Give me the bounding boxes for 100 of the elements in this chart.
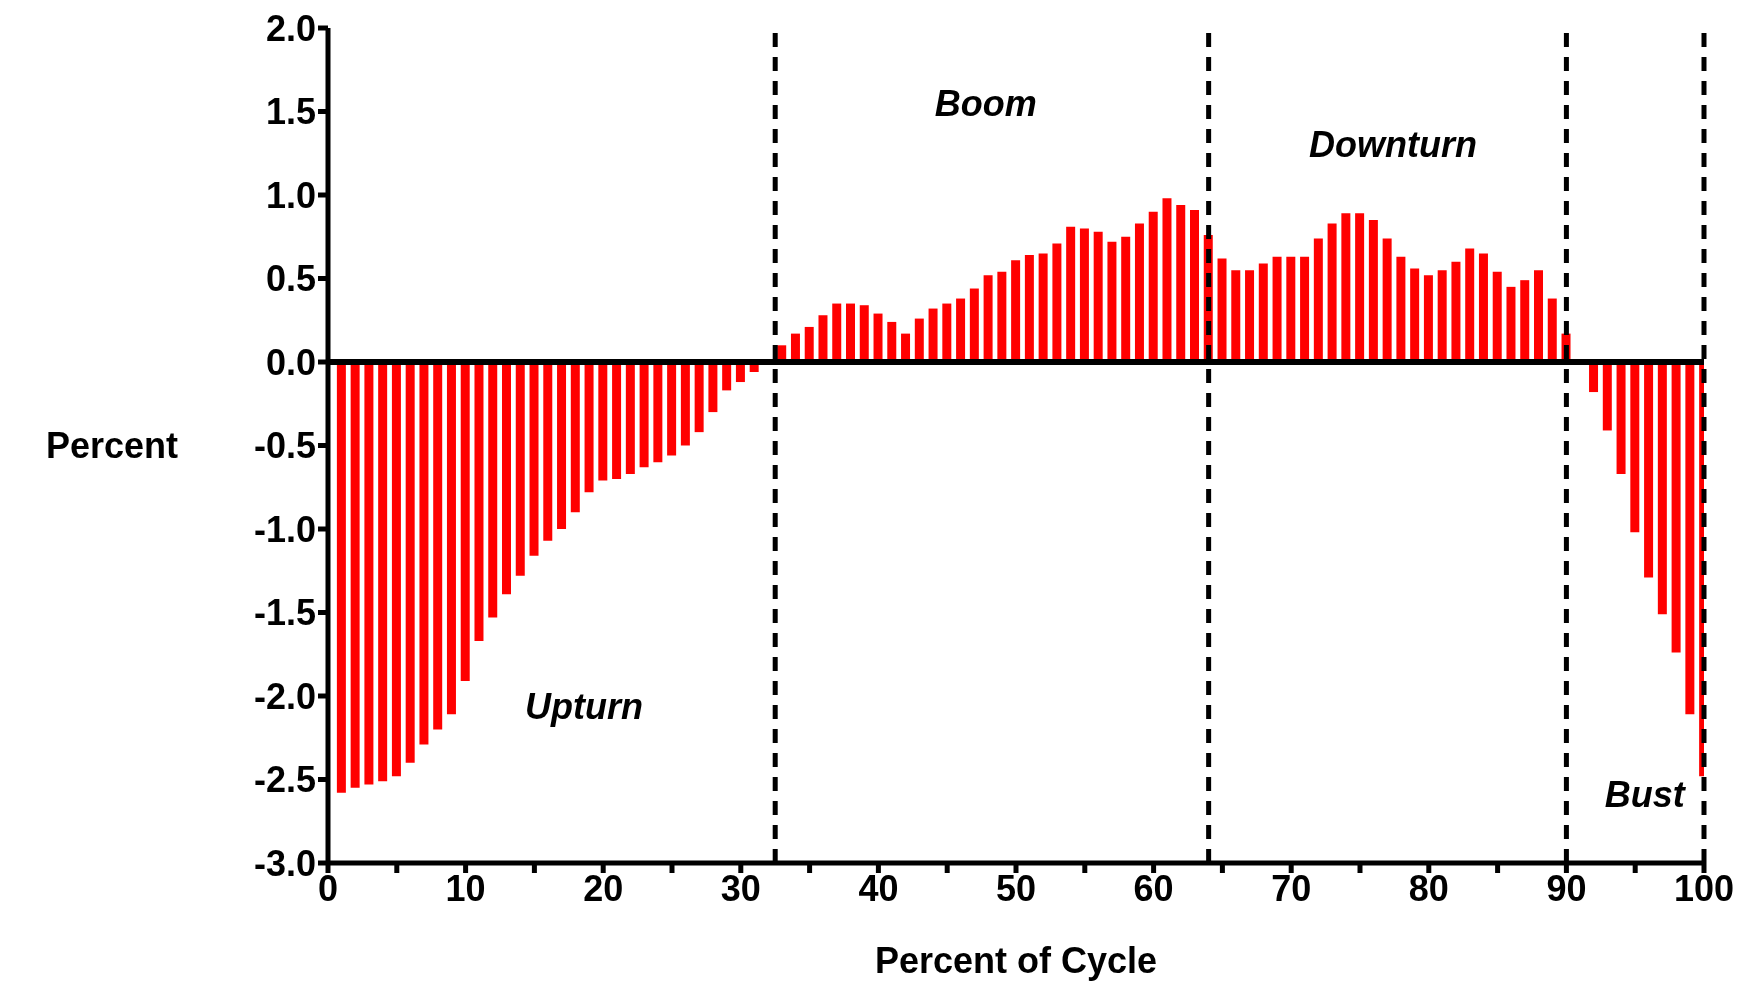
bar xyxy=(1492,271,1502,362)
bar xyxy=(1589,362,1599,393)
bar xyxy=(804,326,814,362)
bar xyxy=(928,308,938,362)
y-tick-label: -2.5 xyxy=(253,759,316,801)
bar xyxy=(1300,256,1310,362)
bar xyxy=(405,362,415,763)
bar xyxy=(1451,261,1461,362)
bar xyxy=(859,305,869,362)
x-tick-label: 100 xyxy=(1673,867,1735,909)
bar xyxy=(1630,362,1640,533)
y-tick-label: -2.0 xyxy=(253,675,316,717)
bar xyxy=(1148,211,1158,362)
bar xyxy=(378,362,388,782)
bar xyxy=(1024,255,1034,362)
annotation: Boom xyxy=(934,82,1037,124)
annotation: Upturn xyxy=(524,685,643,727)
bar xyxy=(1396,256,1406,362)
bar xyxy=(1520,280,1530,362)
bar xyxy=(1217,258,1227,362)
bar xyxy=(1066,226,1076,362)
bar xyxy=(997,271,1007,362)
bar xyxy=(1093,231,1103,362)
bar xyxy=(1258,263,1268,362)
bar xyxy=(983,275,993,362)
bar xyxy=(1121,236,1131,362)
y-tick-label: 0.5 xyxy=(265,258,316,300)
bar xyxy=(1245,270,1255,362)
bar xyxy=(1162,198,1172,362)
x-axis-title: Percent of Cycle xyxy=(874,940,1158,981)
bar xyxy=(1176,205,1186,362)
x-tick-label: 30 xyxy=(720,867,761,909)
bar xyxy=(1355,213,1365,362)
x-tick-label: 80 xyxy=(1408,867,1449,909)
bar xyxy=(1616,362,1626,474)
x-tick-label: 10 xyxy=(445,867,486,909)
x-tick-label: 20 xyxy=(583,867,624,909)
bar xyxy=(1657,362,1667,615)
bar xyxy=(598,362,608,481)
bar xyxy=(969,288,979,362)
bar xyxy=(336,362,346,793)
bar xyxy=(1327,223,1337,362)
bar xyxy=(419,362,429,745)
bar xyxy=(1134,223,1144,362)
bar xyxy=(1382,238,1392,362)
y-tick-label: 2.0 xyxy=(265,7,316,49)
bar xyxy=(1602,362,1612,431)
bar xyxy=(1011,260,1021,362)
bar xyxy=(1478,253,1488,362)
y-tick-label: -1.0 xyxy=(253,508,316,550)
bar xyxy=(1079,228,1089,362)
bar xyxy=(1231,270,1241,362)
bar xyxy=(460,362,470,681)
bar xyxy=(653,362,663,463)
bar xyxy=(1313,238,1323,362)
bar xyxy=(350,362,360,788)
y-tick-label: 1.0 xyxy=(265,174,316,216)
bar xyxy=(887,321,897,362)
y-tick-label: -3.0 xyxy=(253,842,316,884)
bar xyxy=(502,362,511,595)
bar xyxy=(1368,220,1378,362)
x-tick-label: 70 xyxy=(1271,867,1312,909)
bar xyxy=(1052,243,1062,362)
bar xyxy=(667,362,677,456)
bar xyxy=(1423,275,1433,362)
bar xyxy=(391,362,401,777)
bar xyxy=(818,315,828,362)
bar xyxy=(1465,248,1475,362)
x-tick-label: 0 xyxy=(317,867,339,909)
annotation: Bust xyxy=(1604,774,1687,816)
bar xyxy=(529,362,539,556)
bar xyxy=(914,318,924,362)
y-tick-label: 0.0 xyxy=(265,341,316,383)
bar xyxy=(474,362,484,641)
bar xyxy=(557,362,567,529)
x-tick-label: 60 xyxy=(1133,867,1174,909)
bar xyxy=(612,362,622,479)
bar xyxy=(1534,270,1543,362)
bar xyxy=(515,362,525,576)
y-tick-label: -1.5 xyxy=(253,592,316,634)
bar xyxy=(1038,253,1048,362)
x-tick-label: 40 xyxy=(858,867,899,909)
bar xyxy=(1671,362,1681,653)
bar xyxy=(846,303,855,362)
bar xyxy=(433,362,443,730)
bar xyxy=(1190,210,1199,362)
y-tick-label: 1.5 xyxy=(265,91,316,133)
bar xyxy=(1107,241,1117,362)
bar xyxy=(1286,256,1296,362)
annotation: Downturn xyxy=(1309,124,1478,166)
bar xyxy=(364,362,374,785)
bar xyxy=(694,362,704,433)
bar xyxy=(1685,362,1695,715)
y-axis-title: Percent xyxy=(45,425,178,467)
bar xyxy=(1341,213,1351,362)
bar xyxy=(1437,270,1447,362)
bar xyxy=(543,362,553,541)
bar xyxy=(1272,256,1282,362)
bar xyxy=(708,362,718,413)
x-tick-label: 90 xyxy=(1546,867,1587,909)
